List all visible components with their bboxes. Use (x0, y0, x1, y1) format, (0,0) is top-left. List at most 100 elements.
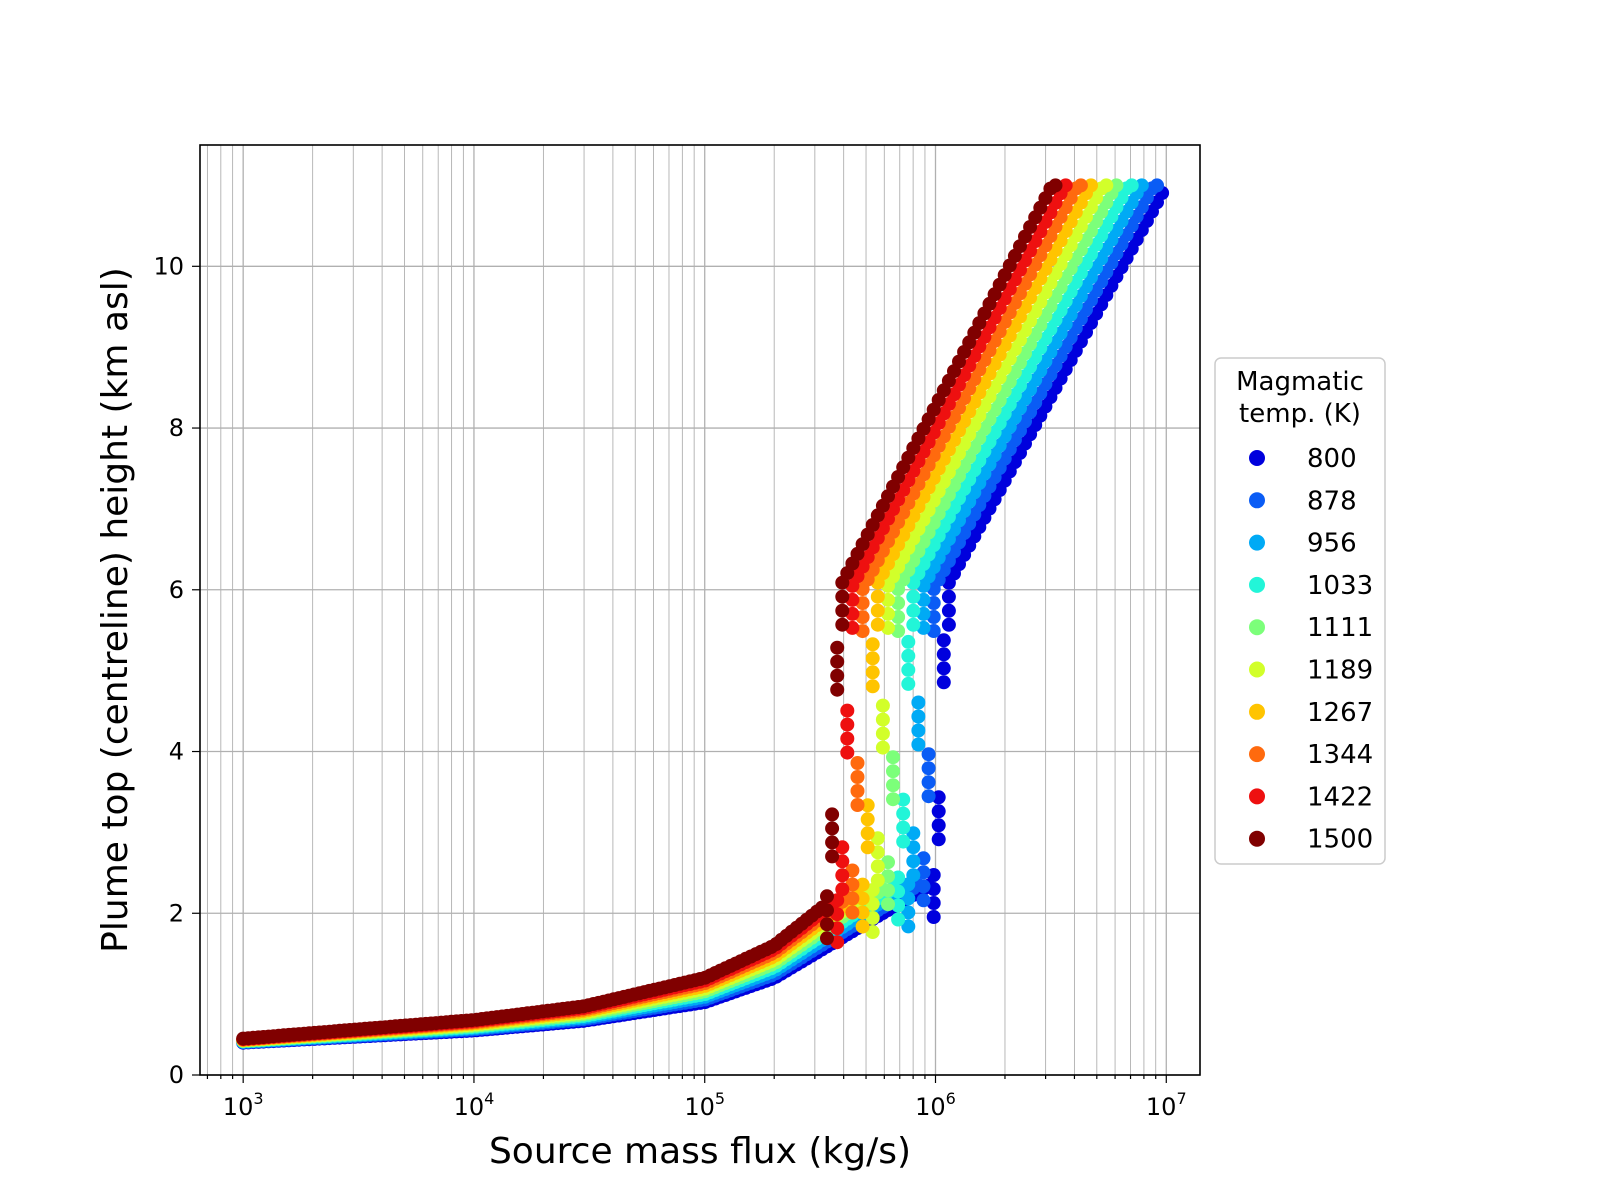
data-point (936, 661, 951, 676)
data-point (860, 826, 875, 841)
data-point (901, 891, 916, 906)
data-point (886, 792, 900, 807)
legend-marker-878 (1249, 492, 1265, 509)
data-point (875, 726, 890, 741)
legend-label-1422: 1422 (1307, 782, 1373, 812)
legend-label-956: 956 (1307, 529, 1357, 559)
data-point (906, 589, 921, 604)
data-point (931, 804, 946, 819)
data-point (860, 812, 875, 827)
data-point (820, 931, 834, 946)
data-point (911, 723, 926, 738)
legend-marker-1267 (1249, 703, 1265, 720)
data-point (860, 840, 875, 855)
y-tick-label: 4 (169, 738, 184, 766)
x-axis-label: Source mass flux (kg/s) (489, 1131, 911, 1172)
legend-marker-1422 (1249, 788, 1265, 805)
data-point (825, 835, 840, 850)
legend-marker-1189 (1249, 661, 1265, 678)
data-point (870, 873, 885, 888)
y-tick-label: 10 (153, 252, 184, 280)
data-point (886, 750, 900, 765)
x-tick-label: 107 (1146, 1089, 1187, 1121)
y-tick-label: 0 (169, 1061, 184, 1089)
data-point (870, 589, 885, 604)
data-point (1150, 178, 1164, 193)
data-point (850, 756, 865, 770)
legend-items: 800 878 956 1033 1111 1189 1267 1344 1422 1500 (1249, 444, 1373, 855)
legend-marker-1111 (1249, 619, 1265, 636)
data-point (835, 868, 850, 883)
data-point (1134, 178, 1149, 193)
data-point (855, 919, 870, 934)
data-point (906, 603, 921, 618)
data-point (896, 792, 911, 807)
data-point (825, 849, 840, 864)
data-point (840, 717, 855, 732)
legend-marker-1033 (1249, 576, 1265, 593)
data-point (855, 877, 870, 892)
data-point (936, 647, 951, 662)
data-point (865, 651, 880, 666)
data-point (870, 617, 885, 632)
legend-label-1344: 1344 (1307, 740, 1373, 770)
data-point (901, 648, 916, 663)
data-point (830, 682, 845, 697)
data-point (1084, 178, 1098, 193)
data-point (845, 891, 860, 906)
data-point (906, 868, 921, 883)
data-point (855, 891, 870, 906)
data-point (936, 675, 951, 690)
data-point (901, 662, 916, 677)
data-point (1048, 178, 1063, 193)
data-point (916, 879, 931, 894)
data-point (911, 709, 926, 724)
data-point (1073, 178, 1088, 193)
plot-frame (199, 144, 1201, 1076)
data-point (865, 679, 880, 694)
legend-marker-1344 (1249, 746, 1265, 763)
legend-title-line1: Magmatic (1236, 367, 1364, 397)
data-point (850, 798, 865, 812)
data-point (865, 637, 880, 652)
data-point (911, 695, 926, 710)
data-point (825, 807, 840, 822)
y-tick-label: 2 (169, 899, 184, 927)
data-point (820, 903, 834, 918)
data-point (1109, 178, 1124, 193)
legend-title-line2: temp. (K) (1239, 399, 1361, 429)
legend-marker-956 (1249, 534, 1265, 551)
data-point (840, 703, 855, 718)
data-point (911, 737, 926, 752)
data-point (916, 893, 931, 908)
data-point (891, 912, 906, 927)
legend-label-1111: 1111 (1307, 613, 1373, 643)
y-tick-label: 6 (169, 576, 184, 604)
legend-label-1189: 1189 (1307, 656, 1373, 686)
data-point (830, 668, 845, 683)
data-point (921, 775, 936, 790)
data-point (840, 731, 855, 746)
data-point (830, 640, 845, 655)
y-axis-label: Plume top (centreline) height (km asl) (95, 267, 136, 953)
data-point (1058, 178, 1073, 193)
x-axis-ticks: 103 104 105 106 107 (206, 1075, 1187, 1121)
data-point (931, 818, 946, 833)
data-point (820, 889, 834, 904)
data-point (835, 603, 850, 618)
data-point (931, 832, 946, 847)
data-point (870, 603, 885, 618)
y-axis-ticks: 0 2 4 6 8 10 (153, 252, 200, 1089)
legend-label-1500: 1500 (1307, 825, 1373, 855)
data-point (840, 745, 855, 760)
data-point (896, 820, 911, 835)
legend-label-878: 878 (1307, 486, 1357, 516)
data-point (820, 917, 834, 932)
grid (200, 145, 1200, 1076)
legend-marker-800 (1249, 450, 1265, 466)
data-point (901, 676, 916, 691)
data-point (835, 617, 850, 632)
data-point (921, 789, 936, 804)
x-tick-label: 103 (223, 1089, 264, 1121)
